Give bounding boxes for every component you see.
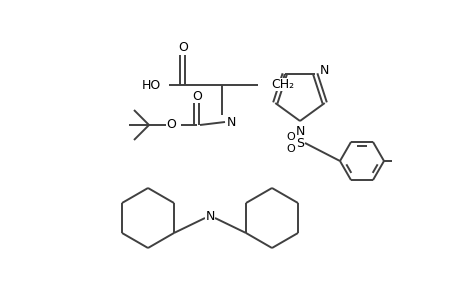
Text: O: O xyxy=(166,118,176,130)
Text: CH₂: CH₂ xyxy=(270,77,293,91)
Text: O: O xyxy=(192,89,202,103)
Text: S: S xyxy=(295,136,303,149)
Text: O: O xyxy=(286,144,295,154)
Text: N: N xyxy=(205,211,214,224)
Text: O: O xyxy=(286,132,295,142)
Text: N: N xyxy=(319,64,328,77)
Text: O: O xyxy=(178,40,188,53)
Text: HO: HO xyxy=(141,79,161,92)
Text: N: N xyxy=(226,116,236,128)
Text: N: N xyxy=(295,124,304,137)
